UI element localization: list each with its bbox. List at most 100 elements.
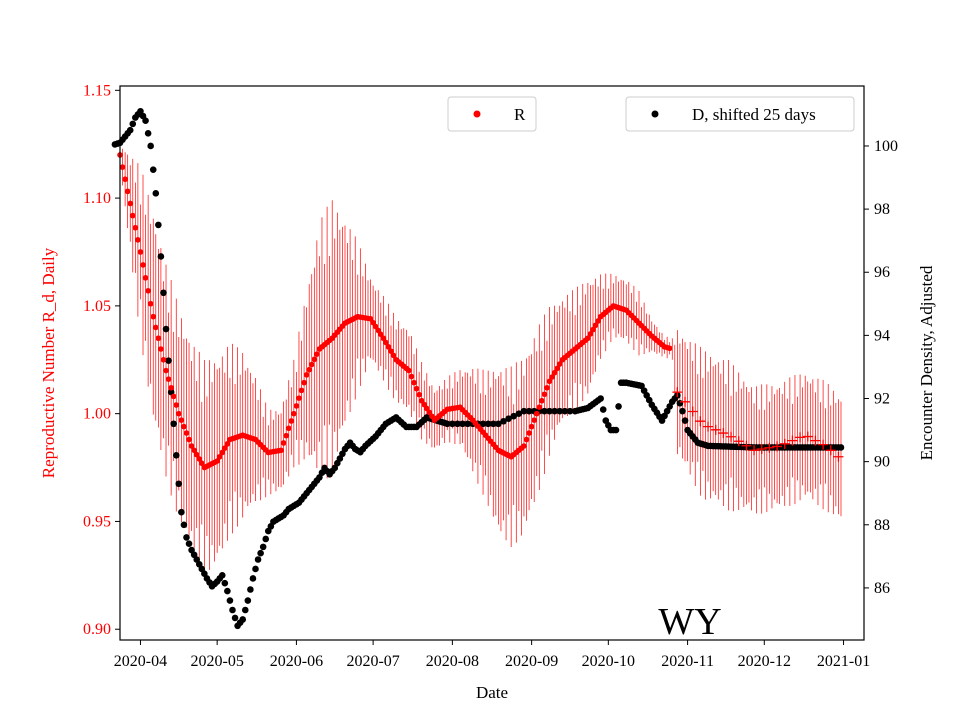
- d-point: [224, 587, 231, 595]
- r-point: [585, 335, 591, 342]
- r-point: [533, 410, 540, 417]
- r-point: [293, 403, 300, 409]
- r-plus-point: [764, 442, 775, 453]
- d-point: [183, 534, 190, 541]
- y-left-tick-label: 1.05: [83, 298, 111, 315]
- state-annotation: WY: [658, 601, 721, 643]
- d-point: [505, 415, 512, 423]
- d-point: [180, 521, 188, 529]
- r-point: [413, 385, 420, 392]
- d-point: [155, 221, 162, 229]
- r-point: [119, 164, 126, 170]
- r-point: [124, 188, 131, 195]
- r-point: [183, 430, 190, 436]
- legend-r-box: [447, 96, 537, 132]
- d-point: [510, 412, 518, 420]
- r-point: [222, 445, 228, 451]
- r-point: [135, 237, 141, 243]
- d-point: [561, 407, 569, 415]
- r-point: [385, 344, 392, 350]
- r-point: [546, 378, 553, 385]
- d-point: [247, 586, 254, 593]
- x-tick-label: 2020-04: [114, 653, 167, 670]
- x-tick-label: 2020-08: [426, 653, 479, 670]
- d-point: [147, 142, 154, 150]
- r-plus-point: [810, 435, 821, 446]
- d-point: [175, 480, 183, 488]
- r-point: [142, 275, 149, 281]
- r-point: [150, 313, 157, 320]
- x-tick-label: 2020-10: [582, 653, 635, 670]
- d-point: [449, 420, 456, 428]
- d-point: [551, 407, 558, 415]
- r-point: [523, 436, 530, 443]
- d-point: [152, 190, 160, 197]
- d-point: [525, 407, 533, 415]
- y-right-tick-label: 100: [874, 138, 898, 155]
- y-left-tick-label: 1.10: [83, 190, 111, 207]
- d-point: [484, 420, 492, 428]
- d-point: [612, 426, 620, 434]
- r-point: [416, 391, 422, 398]
- legend-r-label: R: [514, 105, 526, 124]
- d-point: [178, 508, 185, 516]
- legend-d-box: [625, 96, 855, 132]
- y-right-tick-label: 86: [874, 580, 890, 597]
- r-plus-point: [772, 441, 783, 452]
- legend-r: R: [447, 96, 537, 132]
- d-point: [257, 549, 264, 557]
- r-point: [199, 460, 205, 467]
- r-point: [283, 432, 289, 439]
- r-point: [406, 367, 412, 374]
- y-left-tick-label: 0.95: [83, 513, 111, 530]
- r-point: [168, 384, 174, 391]
- r-point: [155, 335, 162, 342]
- x-axis-label: Date: [476, 683, 508, 702]
- d-point: [262, 535, 270, 543]
- r-plus-point: [718, 428, 729, 439]
- d-point: [599, 406, 607, 413]
- r-point: [551, 369, 558, 376]
- r-point: [278, 447, 284, 454]
- d-point: [495, 420, 502, 428]
- r-point: [216, 453, 223, 460]
- d-point: [489, 420, 497, 428]
- d-point: [556, 407, 564, 415]
- r-point: [306, 366, 312, 373]
- d-point: [244, 597, 252, 604]
- legend-r-marker: [473, 110, 481, 118]
- d-point: [162, 325, 170, 333]
- r-plus-point: [680, 396, 691, 407]
- r-point: [140, 262, 146, 268]
- d-point: [464, 420, 472, 428]
- r-point: [193, 451, 200, 458]
- x-tick-label: 2020-07: [346, 653, 399, 670]
- legend-d: D, shifted 25 days: [625, 96, 855, 132]
- r-point: [296, 395, 302, 401]
- d-point: [172, 452, 180, 459]
- r-point: [556, 361, 563, 367]
- d-point: [500, 417, 507, 425]
- r-point: [219, 449, 226, 456]
- r-point: [163, 367, 169, 374]
- r-point: [152, 324, 159, 331]
- r-point: [127, 200, 134, 207]
- r-point: [408, 373, 415, 380]
- d-series: [111, 107, 845, 630]
- d-point: [679, 407, 686, 415]
- r-plus-point: [795, 432, 806, 443]
- y-axis-left-label: Reproductive Number R_d, Daily: [39, 247, 58, 478]
- x-tick-label: 2020-06: [270, 653, 323, 670]
- d-point: [221, 579, 229, 587]
- y-right-tick-label: 96: [874, 264, 890, 281]
- d-point: [218, 571, 226, 579]
- r-point: [301, 379, 307, 386]
- d-point: [241, 606, 249, 614]
- r-point: [122, 176, 128, 183]
- d-point: [459, 420, 466, 428]
- r-plus-point: [695, 416, 706, 427]
- r-point: [181, 423, 187, 430]
- r-point: [383, 339, 389, 346]
- r-point: [186, 436, 192, 443]
